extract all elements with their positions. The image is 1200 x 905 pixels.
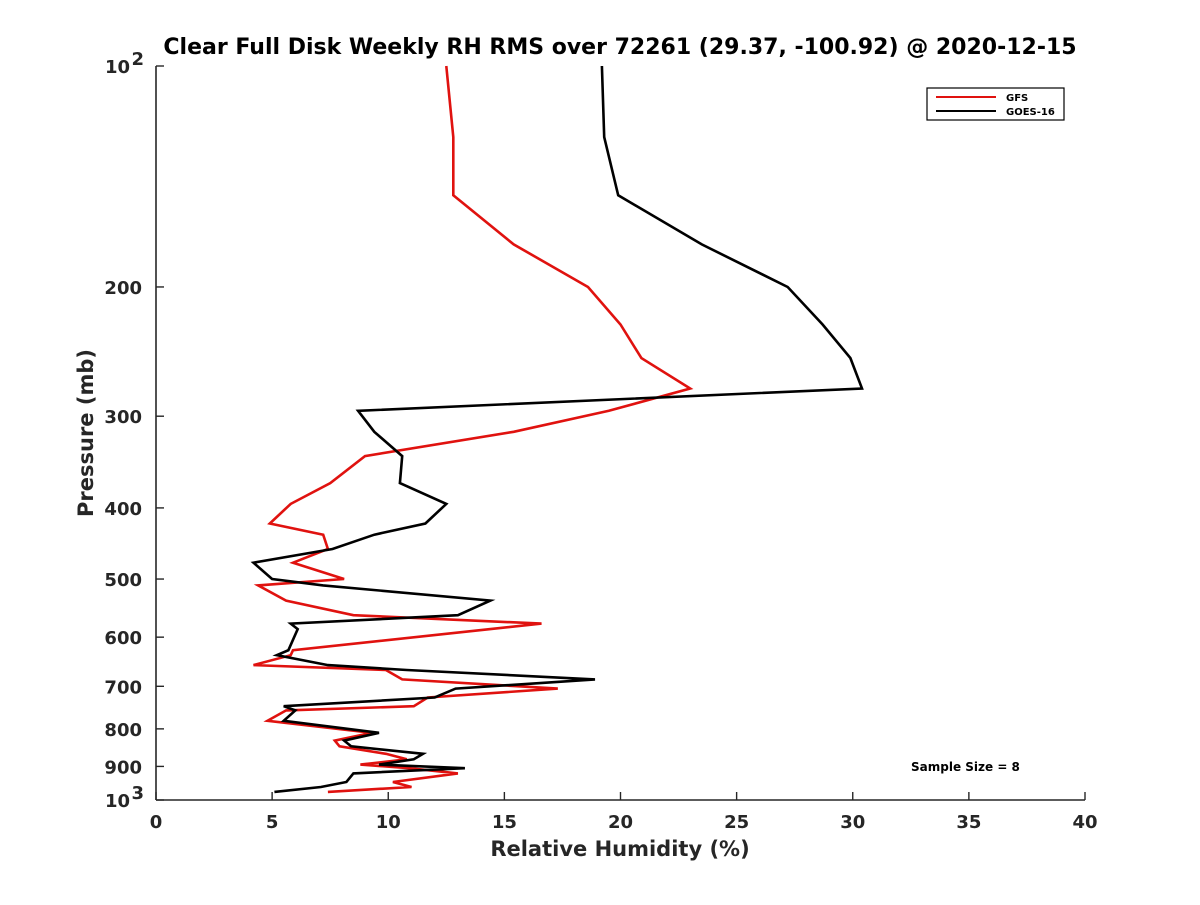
x-tick-label: 15 [492,812,517,833]
y-tick-label: 900 [104,757,142,778]
y-tick-label: 300 [104,407,142,428]
y-tick-label: 600 [104,628,142,649]
x-tick-label: 20 [608,812,633,833]
y-tick-label: 10 [105,791,130,812]
y-tick-label: 200 [104,278,142,299]
series-line-goes16 [250,65,864,794]
legend: GFS GOES-16 [926,87,1065,121]
y-axis-label: Pressure (mb) [74,349,98,517]
series-line-gfs [253,65,694,794]
x-axis-label: Relative Humidity (%) [490,837,749,861]
y-tick-exponent: 3 [131,783,144,804]
legend-gfs-label: GFS [1006,93,1028,104]
x-tick-label: 0 [150,812,163,833]
x-tick-label: 30 [840,812,865,833]
y-tick-exponent: 2 [131,49,144,70]
x-tick-label: 25 [724,812,749,833]
y-tick-label: 500 [104,570,142,591]
chart-title: Clear Full Disk Weekly RH RMS over 72261… [163,35,1076,60]
y-tick-label: 800 [104,720,142,741]
sample-size-annotation: Sample Size = 8 [911,760,1020,774]
legend-goes16-label: GOES-16 [1006,107,1055,118]
x-tick-label: 5 [266,812,279,833]
y-tick-label: 700 [104,677,142,698]
y-tick-label: 10 [105,57,130,78]
y-tick-label: 400 [104,499,142,520]
legend-box [926,87,1065,121]
x-tick-label: 35 [956,812,981,833]
series-layer [250,65,864,794]
x-tick-label: 40 [1072,812,1097,833]
x-tick-label: 10 [376,812,401,833]
